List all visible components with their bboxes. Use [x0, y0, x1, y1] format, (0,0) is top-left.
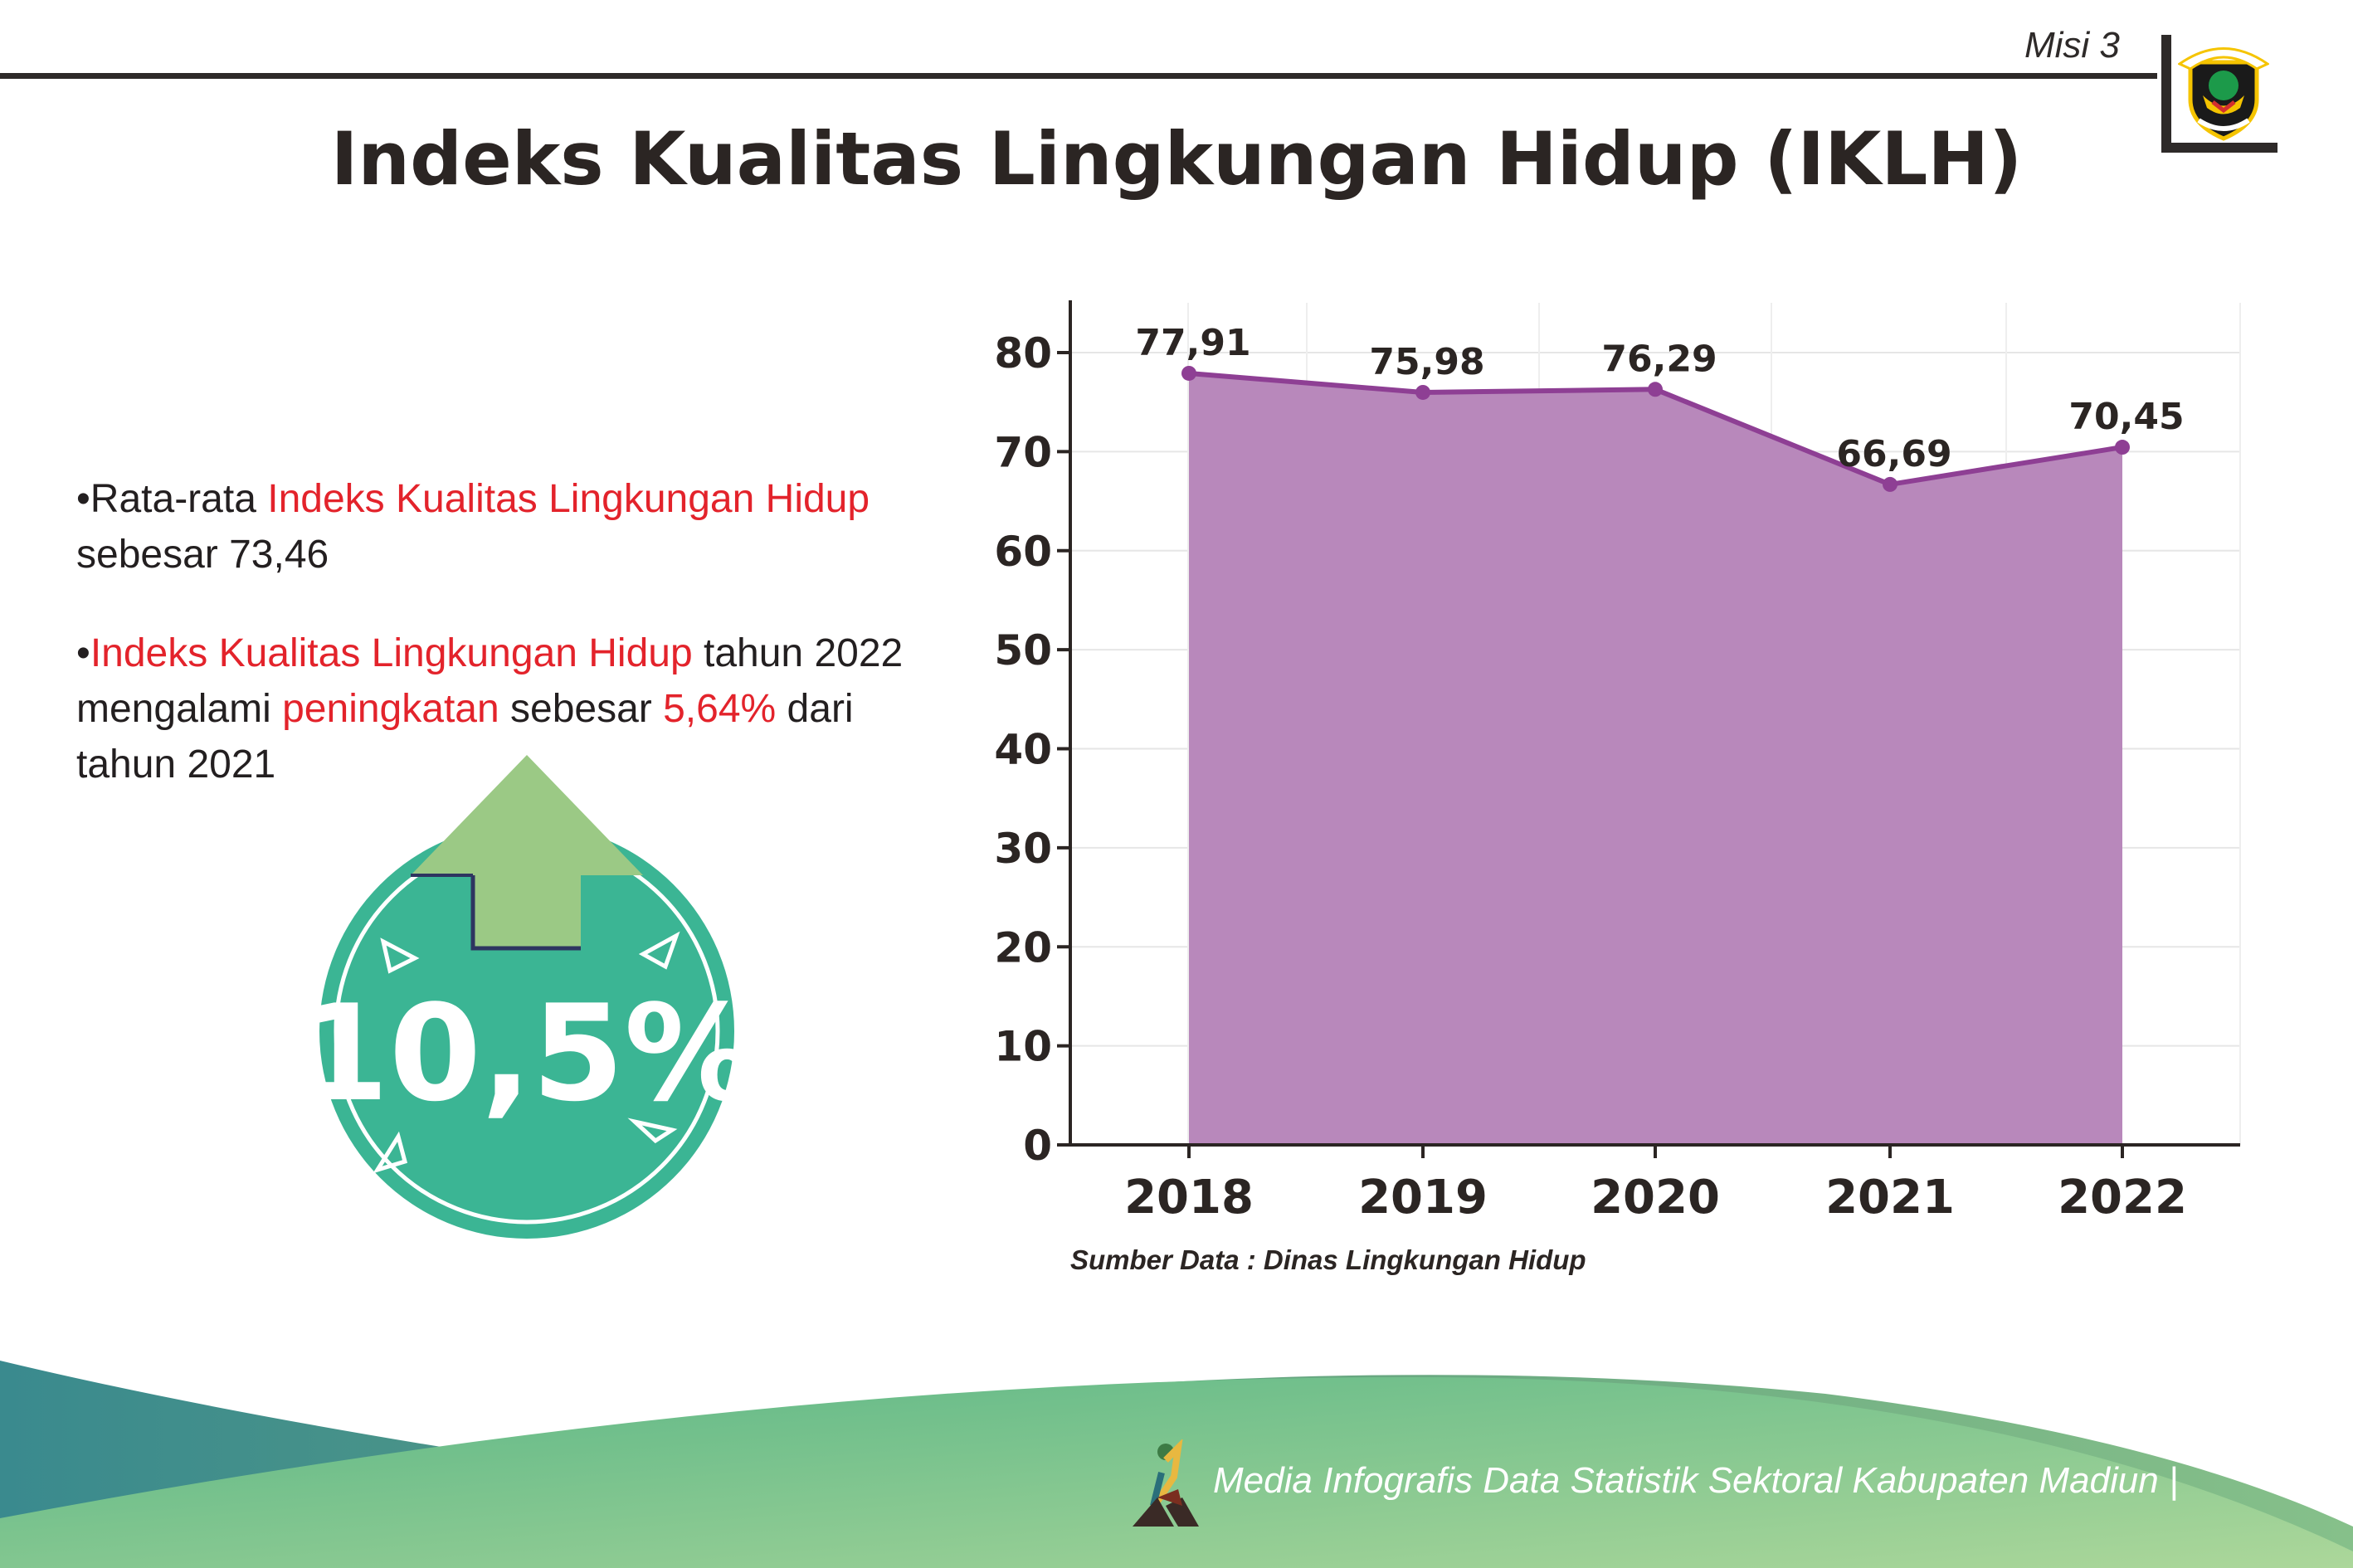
- y-tick-label: 0: [1023, 1122, 1052, 1170]
- data-label: 70,45: [2068, 396, 2184, 438]
- kabupaten-madiun-logo: [2178, 47, 2269, 141]
- data-label: 75,98: [1369, 341, 1484, 383]
- x-tick-label: 2018: [1124, 1171, 1254, 1225]
- data-point: [1648, 382, 1663, 397]
- text: sebesar 73,46: [76, 533, 329, 577]
- data-point: [1883, 476, 1898, 492]
- data-label: 76,29: [1601, 338, 1717, 380]
- badge-circle: [319, 824, 734, 1239]
- y-tick-label: 50: [994, 626, 1052, 674]
- area-fill: [1189, 373, 2122, 1146]
- increase-badge: 10,5%: [307, 755, 747, 1239]
- text: •Rata-rata: [76, 477, 268, 521]
- data-source: Sumber Data : Dinas Lingkungan Hidup: [1070, 1244, 1586, 1275]
- y-tick-label: 70: [994, 428, 1052, 476]
- bullet-average: •Rata-rata Indeks Kualitas Lingkungan Hi…: [76, 471, 923, 582]
- y-tick-label: 60: [994, 528, 1052, 576]
- bracket-decoration: [2161, 143, 2277, 153]
- bracket-decoration: [2161, 35, 2171, 151]
- sparkle-icon: [373, 931, 680, 1174]
- text: •: [76, 631, 90, 675]
- up-arrow-icon: [411, 755, 643, 948]
- y-tick-label: 40: [994, 726, 1052, 774]
- highlight-text: peningkatan: [282, 687, 499, 731]
- bullet-increase: •Indeks Kualitas Lingkungan Hidup tahun …: [76, 626, 923, 792]
- header-rule: [0, 73, 2157, 79]
- x-tick-label: 2022: [2058, 1171, 2187, 1225]
- footer-text: Media Infografis Data Statistik Sektoral…: [1213, 1460, 2179, 1501]
- misi-label: Misi 3: [2024, 25, 2120, 66]
- data-label: 77,91: [1135, 322, 1250, 364]
- y-tick-label: 10: [994, 1023, 1052, 1071]
- y-tick-label: 30: [994, 825, 1052, 873]
- data-point: [2115, 440, 2130, 455]
- data-label: 66,69: [1836, 433, 1951, 475]
- x-tick-label: 2019: [1358, 1171, 1488, 1225]
- badge-value: 10,5%: [307, 976, 747, 1131]
- data-point: [1415, 384, 1430, 400]
- text: sebesar: [499, 687, 664, 731]
- data-point: [1181, 365, 1196, 381]
- media-infografis-logo: [1133, 1439, 1199, 1527]
- highlight-text: Indeks Kualitas Lingkungan Hidup: [90, 631, 693, 675]
- highlight-text: 5,64%: [663, 687, 777, 731]
- y-tick-label: 20: [994, 923, 1052, 971]
- page-title: Indeks Kualitas Lingkungan Hidup (IKLH): [330, 116, 2023, 202]
- x-tick-label: 2020: [1591, 1171, 1720, 1225]
- highlight-text: Indeks Kualitas Lingkungan Hidup: [267, 477, 870, 521]
- y-tick-label: 80: [994, 329, 1052, 377]
- x-tick-label: 2021: [1825, 1171, 1955, 1225]
- text: dari tahun 2021: [76, 687, 854, 786]
- text: tahun 2022 mengalami: [76, 631, 904, 731]
